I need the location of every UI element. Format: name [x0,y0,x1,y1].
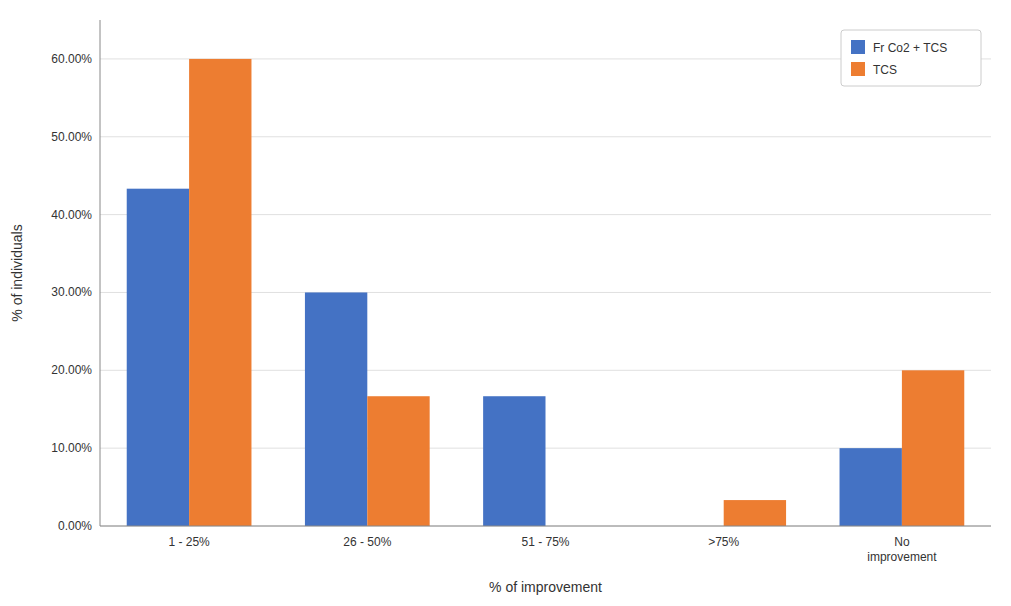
bar [367,396,429,526]
legend-swatch [851,40,865,54]
x-tick-label: 1 - 25% [168,535,210,549]
y-tick-label: 50.00% [51,130,92,144]
x-tick-label-line: improvement [867,550,937,564]
y-tick-label: 0.00% [58,519,92,533]
bar [189,59,251,526]
x-tick-label: Noimprovement [867,535,937,564]
bar [305,292,367,526]
legend-box [841,30,981,86]
y-tick-label: 10.00% [51,441,92,455]
x-tick-label: >75% [708,535,739,549]
y-axis-label: % of individuals [9,224,25,321]
bar [724,500,786,526]
x-tick-label-line: 1 - 25% [168,535,210,549]
chart-container: 0.00% 10.00% 20.00% 30.00% 40.00% 50.00% 60.00… [0,0,1011,606]
x-tick-label: 26 - 50% [343,535,391,549]
legend-label: Fr Co2 + TCS [873,41,947,55]
x-axis-line [100,526,991,527]
grid-line [100,526,991,527]
legend: Fr Co2 + TCS TCS [841,30,981,86]
grid [100,59,991,526]
legend-label: TCS [873,63,897,77]
bar [840,448,902,526]
x-tick-label-line: 51 - 75% [521,535,569,549]
y-tick-label: 20.00% [51,363,92,377]
bar [902,370,964,526]
x-tick-label-line: No [894,535,910,549]
bar [483,396,545,526]
chart-svg: 0.00% 10.00% 20.00% 30.00% 40.00% 50.00% 60.00… [0,0,1011,606]
y-axis-line [100,20,101,526]
x-tick-label-line: 26 - 50% [343,535,391,549]
bars [127,59,965,526]
bar [127,189,189,526]
y-tick-label: 30.00% [51,285,92,299]
y-tick-label: 60.00% [51,52,92,66]
x-axis-label: % of improvement [489,579,602,595]
x-tick-label: 51 - 75% [521,535,569,549]
y-tick-label: 40.00% [51,208,92,222]
x-tick-label-line: >75% [708,535,739,549]
x-ticks: 1 - 25% 26 - 50% 51 - 75% >75% Noimprovement [168,535,937,564]
legend-swatch [851,62,865,76]
y-ticks: 0.00% 10.00% 20.00% 30.00% 40.00% 50.00% 60.00… [51,52,92,533]
